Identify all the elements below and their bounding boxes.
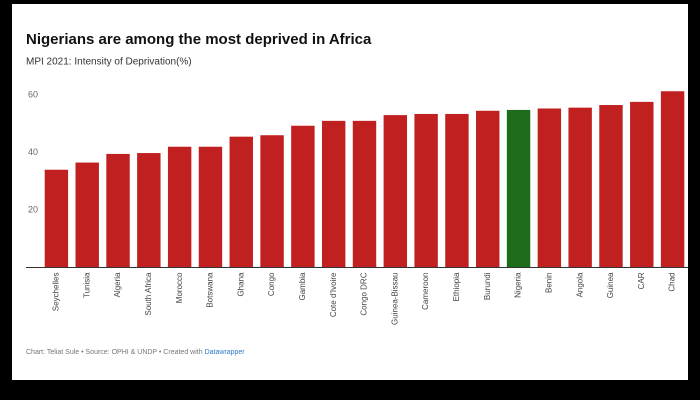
bar [630, 101, 654, 268]
x-tick-label: Congo DRC [360, 272, 369, 315]
y-tick-label: 20 [28, 204, 38, 214]
footer-link[interactable]: Datawrapper [205, 349, 246, 356]
x-tick-label: Gambia [298, 272, 307, 301]
bar [537, 108, 562, 268]
x-tick-label: Cameroon [421, 273, 430, 310]
x-tick-label: Angola [575, 272, 584, 297]
x-tick-label: Tunisia [82, 272, 91, 298]
bar [75, 162, 99, 268]
bar [445, 113, 469, 268]
bar [476, 110, 500, 268]
footer-text: Chart: Teliat Sule • Source: OPHI & UNDP… [26, 349, 205, 356]
x-tick-label: Botswana [206, 272, 215, 308]
x-tick-label: Burundi [483, 272, 492, 300]
bar [137, 153, 161, 268]
x-tick-label: Guinea [606, 272, 615, 298]
bar [414, 113, 438, 268]
y-tick-label: 40 [28, 147, 38, 157]
x-tick-label: Morocco [175, 272, 184, 303]
x-tick-label: Cote d'Ivoire [329, 272, 338, 317]
x-tick-label: Ethiopia [452, 272, 461, 301]
bar [167, 146, 192, 268]
chart-subtitle: MPI 2021: Intensity of Deprivation(%) [26, 57, 192, 68]
x-tick-label: CAR [637, 272, 646, 289]
bar [44, 169, 69, 268]
bar [568, 107, 592, 268]
y-tick-label: 60 [28, 89, 38, 99]
x-tick-label: Chad [668, 273, 677, 292]
x-tick-label: Nigeria [514, 272, 523, 298]
bar [321, 120, 346, 268]
bar [106, 153, 130, 268]
bar [291, 125, 315, 268]
x-tick-label: Guinea-Bissau [390, 273, 399, 325]
bar [352, 120, 377, 268]
x-tick-label: Algeria [113, 272, 122, 297]
x-tick-label: South Africa [144, 272, 153, 316]
bar [229, 136, 253, 268]
x-tick-label: Ghana [236, 272, 245, 297]
x-tick-label: Congo [267, 272, 276, 296]
bar [260, 135, 284, 268]
x-tick-label: Benin [544, 273, 553, 293]
bar [383, 115, 408, 268]
chart-title: Nigerians are among the most deprived in… [26, 31, 372, 48]
bar [506, 109, 531, 268]
footer: Chart: Teliat Sule • Source: OPHI & UNDP… [26, 349, 245, 356]
bar [660, 91, 685, 268]
x-tick-label: Seychelles [52, 273, 61, 312]
bar [198, 146, 223, 268]
bar [599, 105, 623, 268]
